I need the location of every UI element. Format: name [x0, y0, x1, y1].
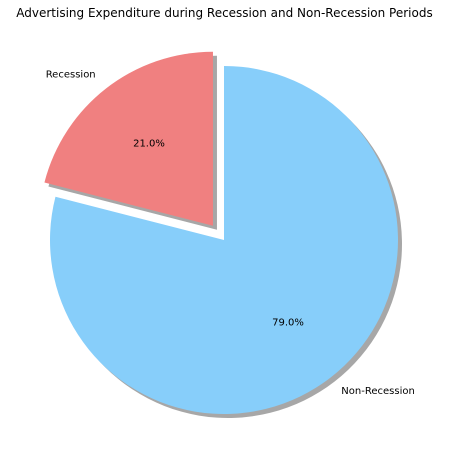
pie-percent-non-recession: 79.0%: [272, 317, 304, 328]
pie-label-layer: Recession 21.0% Non-Recession 79.0%: [46, 70, 415, 398]
pie-label-recession: Recession: [46, 70, 96, 81]
pie-percent-recession: 21.0%: [133, 138, 165, 149]
pie-slice-non-recession: [49, 66, 399, 415]
chart-title: Advertising Expenditure during Recession…: [16, 6, 432, 20]
pie-label-non-recession: Non-Recession: [341, 386, 415, 397]
pie-slice-recession: [44, 51, 213, 226]
pie-slice-layer: [44, 51, 399, 415]
